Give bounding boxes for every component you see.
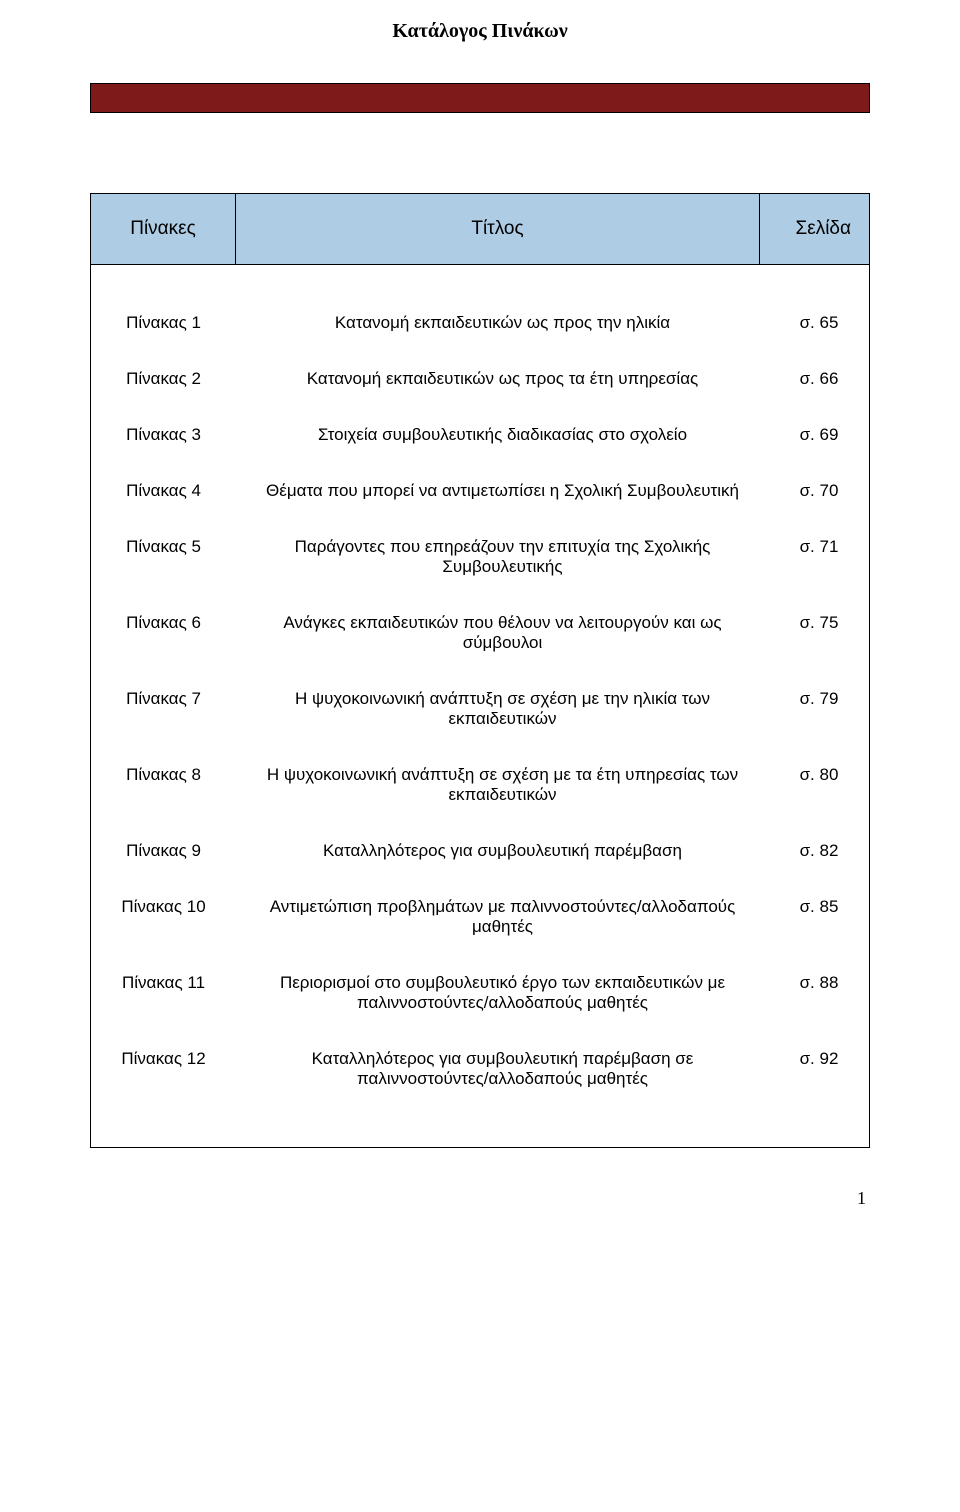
page-number: 1 — [90, 1188, 870, 1209]
row-page: σ. 71 — [769, 537, 869, 577]
table-body-row: Πίνακας 1Κατανομή εκπαιδευτικών ως προς … — [91, 265, 870, 1148]
row-label: Πίνακας 5 — [91, 537, 236, 577]
table-row: Πίνακας 5Παράγοντες που επηρεάζουν την ε… — [91, 519, 869, 595]
row-title: Περιορισμοί στο συμβουλευτικό έργο των ε… — [236, 973, 769, 1013]
row-page: σ. 82 — [769, 841, 869, 861]
header-col-title: Τίτλος — [236, 194, 760, 265]
table-header-row: Πίνακες Τίτλος Σελίδα — [91, 194, 870, 265]
row-label: Πίνακας 10 — [91, 897, 236, 937]
row-label: Πίνακας 1 — [91, 313, 236, 333]
row-title: Θέματα που μπορεί να αντιμετωπίσει η Σχο… — [236, 481, 769, 501]
rows-container: Πίνακας 1Κατανομή εκπαιδευτικών ως προς … — [91, 265, 869, 1147]
row-page: σ. 70 — [769, 481, 869, 501]
table-row: Πίνακας 11Περιορισμοί στο συμβουλευτικό … — [91, 955, 869, 1031]
row-label: Πίνακας 12 — [91, 1049, 236, 1089]
page-title: Κατάλογος Πινάκων — [90, 20, 870, 43]
table-of-tables: Πίνακες Τίτλος Σελίδα Πίνακας 1Κατανομή … — [90, 193, 870, 1148]
table-row: Πίνακας 10Αντιμετώπιση προβλημάτων με πα… — [91, 879, 869, 955]
row-title: Κατανομή εκπαιδευτικών ως προς τα έτη υπ… — [236, 369, 769, 389]
row-label: Πίνακας 2 — [91, 369, 236, 389]
row-label: Πίνακας 7 — [91, 689, 236, 729]
table-row: Πίνακας 3Στοιχεία συμβουλευτικής διαδικα… — [91, 407, 869, 463]
row-label: Πίνακας 3 — [91, 425, 236, 445]
row-label: Πίνακας 11 — [91, 973, 236, 1013]
table-row: Πίνακας 2Κατανομή εκπαιδευτικών ως προς … — [91, 351, 869, 407]
top-color-bar — [90, 83, 870, 113]
table-row: Πίνακας 9Καταλληλότερος για συμβουλευτικ… — [91, 823, 869, 879]
row-page: σ. 69 — [769, 425, 869, 445]
header-col-page: Σελίδα — [760, 194, 870, 265]
row-title: Η ψυχοκοινωνική ανάπτυξη σε σχέση με την… — [236, 689, 769, 729]
table-row: Πίνακας 4Θέματα που μπορεί να αντιμετωπί… — [91, 463, 869, 519]
row-page: σ. 80 — [769, 765, 869, 805]
table-row: Πίνακας 1Κατανομή εκπαιδευτικών ως προς … — [91, 295, 869, 351]
row-label: Πίνακας 6 — [91, 613, 236, 653]
row-page: σ. 79 — [769, 689, 869, 729]
row-title: Κατανομή εκπαιδευτικών ως προς την ηλικί… — [236, 313, 769, 333]
row-title: Καταλληλότερος για συμβουλευτική παρέμβα… — [236, 841, 769, 861]
table-row: Πίνακας 8Η ψυχοκοινωνική ανάπτυξη σε σχέ… — [91, 747, 869, 823]
row-title: Αντιμετώπιση προβλημάτων με παλιννοστούν… — [236, 897, 769, 937]
table-row: Πίνακας 7Η ψυχοκοινωνική ανάπτυξη σε σχέ… — [91, 671, 869, 747]
row-title: Ανάγκες εκπαιδευτικών που θέλουν να λειτ… — [236, 613, 769, 653]
header-col-tables: Πίνακες — [91, 194, 236, 265]
row-label: Πίνακας 4 — [91, 481, 236, 501]
table-row: Πίνακας 12Καταλληλότερος για συμβουλευτι… — [91, 1031, 869, 1107]
row-page: σ. 75 — [769, 613, 869, 653]
row-page: σ. 85 — [769, 897, 869, 937]
row-page: σ. 66 — [769, 369, 869, 389]
row-page: σ. 65 — [769, 313, 869, 333]
row-title: Στοιχεία συμβουλευτικής διαδικασίας στο … — [236, 425, 769, 445]
row-page: σ. 88 — [769, 973, 869, 1013]
row-title: Καταλληλότερος για συμβουλευτική παρέμβα… — [236, 1049, 769, 1089]
row-title: Η ψυχοκοινωνική ανάπτυξη σε σχέση με τα … — [236, 765, 769, 805]
row-label: Πίνακας 9 — [91, 841, 236, 861]
table-row: Πίνακας 6Ανάγκες εκπαιδευτικών που θέλου… — [91, 595, 869, 671]
row-page: σ. 92 — [769, 1049, 869, 1089]
row-title: Παράγοντες που επηρεάζουν την επιτυχία τ… — [236, 537, 769, 577]
row-label: Πίνακας 8 — [91, 765, 236, 805]
